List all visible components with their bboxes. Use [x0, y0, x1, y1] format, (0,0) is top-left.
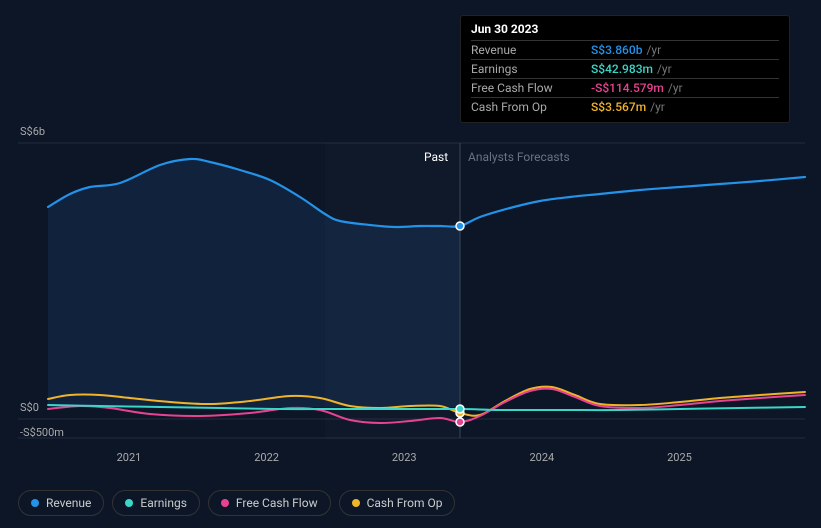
tooltip-row-suffix: /yr	[646, 43, 661, 57]
legend-item-free_cash_flow[interactable]: Free Cash Flow	[208, 490, 331, 516]
legend-label: Free Cash Flow	[236, 496, 318, 510]
legend-dot-icon	[125, 499, 133, 507]
tooltip-row: Cash From OpS$3.567m /yr	[471, 97, 779, 116]
tooltip-row-suffix: /yr	[657, 62, 672, 76]
legend-dot-icon	[352, 499, 360, 507]
tooltip-row: Free Cash Flow-S$114.579m /yr	[471, 78, 779, 97]
y-tick-label: S$0	[20, 401, 39, 414]
forecast-label: Analysts Forecasts	[468, 150, 570, 164]
tooltip-row-label: Earnings	[471, 62, 591, 76]
legend-item-earnings[interactable]: Earnings	[112, 490, 200, 516]
tooltip-row-value: -S$114.579m	[591, 81, 664, 95]
tooltip-row-suffix: /yr	[650, 100, 665, 114]
legend-label: Cash From Op	[367, 496, 443, 510]
tooltip-row-label: Revenue	[471, 43, 591, 57]
x-tick-label: 2025	[667, 451, 692, 464]
tooltip-title: Jun 30 2023	[471, 22, 779, 40]
x-tick-label: 2024	[529, 451, 554, 464]
legend-item-revenue[interactable]: Revenue	[18, 490, 104, 516]
x-tick-label: 2021	[117, 451, 142, 464]
tooltip-row-label: Free Cash Flow	[471, 81, 591, 95]
tooltip-row-suffix: /yr	[668, 81, 683, 95]
legend-dot-icon	[31, 499, 39, 507]
y-tick-label: -S$500m	[20, 426, 64, 439]
legend-label: Earnings	[140, 496, 187, 510]
chart-tooltip: Jun 30 2023 RevenueS$3.860b /yrEarningsS…	[460, 15, 790, 123]
legend-dot-icon	[221, 499, 229, 507]
x-tick-label: 2023	[392, 451, 417, 464]
x-tick-label: 2022	[254, 451, 279, 464]
tooltip-row-value: S$42.983m	[591, 62, 653, 76]
tooltip-row: EarningsS$42.983m /yr	[471, 59, 779, 78]
tooltip-row: RevenueS$3.860b /yr	[471, 40, 779, 59]
tooltip-row-value: S$3.860b	[591, 43, 642, 57]
tooltip-row-value: S$3.567m	[591, 100, 646, 114]
chart-legend: Revenue Earnings Free Cash Flow Cash From O…	[18, 490, 455, 516]
tooltip-row-label: Cash From Op	[471, 100, 591, 114]
y-tick-label: S$6b	[20, 125, 45, 138]
past-label: Past	[424, 150, 448, 164]
legend-item-cash_from_op[interactable]: Cash From Op	[339, 490, 456, 516]
legend-label: Revenue	[46, 496, 91, 510]
financial-chart: S$6b S$0 -S$500m 2021 2022 2023 2024 2025 Past…	[0, 0, 821, 524]
